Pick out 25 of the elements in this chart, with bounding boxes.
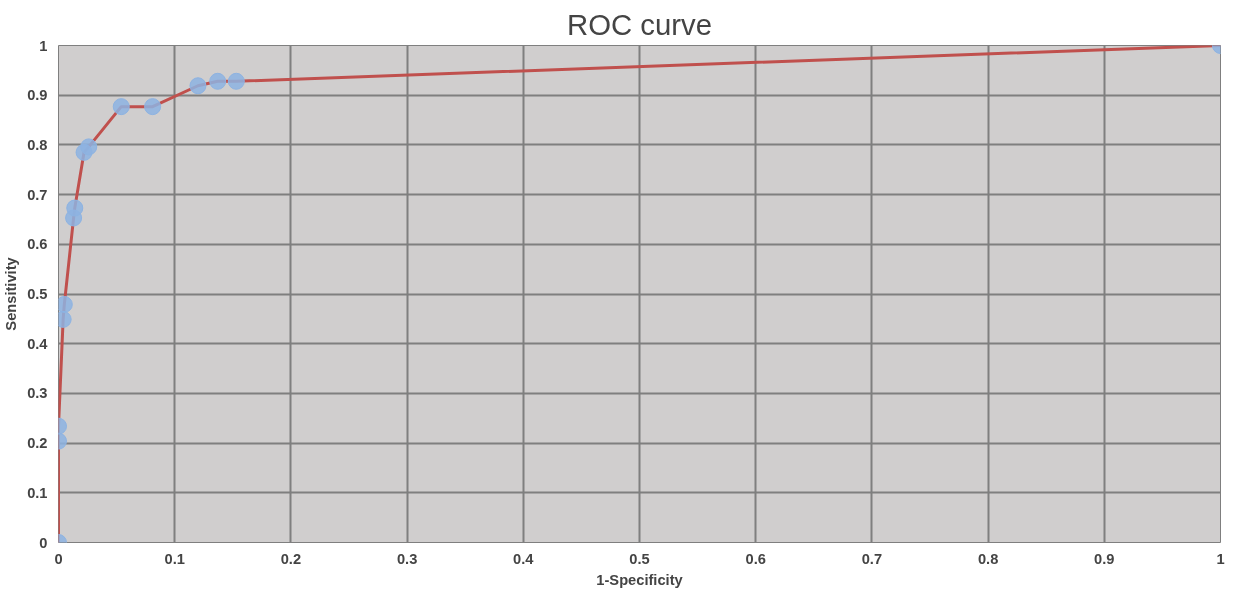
x-tick-label: 0.5	[629, 550, 650, 567]
y-tick-label: 0.7	[27, 186, 48, 203]
x-tick-label: 0.1	[164, 550, 185, 567]
y-tick-label: 0.4	[27, 335, 49, 352]
x-tick-label: 0.2	[280, 550, 302, 567]
x-axis-title: 1-Specificity	[596, 571, 684, 588]
x-tick-label: 0.3	[396, 550, 418, 567]
y-tick-label: 1	[39, 37, 48, 54]
y-tick-label: 0.8	[27, 136, 48, 153]
x-tick-label: 0.9	[1094, 550, 1115, 567]
chart-title: ROC curve	[566, 7, 713, 41]
y-tick-label: 0.2	[27, 435, 48, 452]
x-tick-label: 1	[1216, 550, 1225, 567]
x-tick-label: 0.6	[745, 550, 766, 567]
y-tick-label: 0.5	[27, 286, 48, 302]
y-tick-label: 0.9	[27, 87, 48, 104]
x-tick-label: 0	[54, 550, 63, 567]
x-tick-label: 0.8	[977, 550, 999, 567]
y-tick-label: 0.6	[27, 236, 48, 253]
x-tick-label: 0.7	[861, 550, 883, 567]
x-tick-label: 0.4	[513, 550, 535, 567]
y-tick-label: 0.3	[27, 385, 48, 402]
y-tick-label: 0.1	[27, 484, 48, 501]
y-axis-title: Sensitivity	[3, 256, 20, 331]
y-tick-label: 0	[39, 534, 48, 551]
